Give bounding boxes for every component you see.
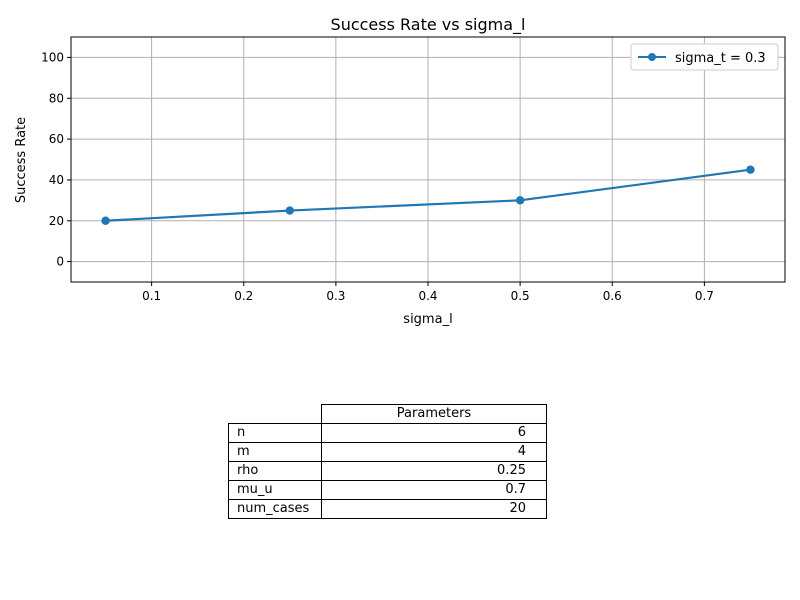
y-axis-label: Success Rate <box>14 117 29 203</box>
table-row-label: num_cases <box>228 499 322 519</box>
x-tick-label: 0.3 <box>326 289 345 303</box>
y-tick-label: 80 <box>49 91 64 105</box>
table-cell-value: 4 <box>321 442 547 462</box>
series-layer <box>101 165 755 225</box>
chart-title: Success Rate vs sigma_l <box>331 15 526 35</box>
parameters-table: Parameters n 6 m 4 rho 0.25 mu_u 0.7 num… <box>228 404 547 519</box>
x-axis-ticks: 0.1 0.2 0.3 0.4 0.5 0.6 0.7 <box>142 282 714 303</box>
table-row-label: rho <box>228 461 322 481</box>
x-tick-label: 0.5 <box>511 289 530 303</box>
x-tick-label: 0.6 <box>603 289 622 303</box>
table-column-header: Parameters <box>321 404 547 424</box>
table-row-label: n <box>228 423 322 443</box>
table-row: num_cases 20 <box>228 499 547 519</box>
y-axis-ticks: 0 20 40 60 80 100 <box>41 50 71 269</box>
table-row: n 6 <box>228 423 547 443</box>
table-header-row: Parameters <box>229 404 547 424</box>
y-tick-label: 60 <box>49 132 64 146</box>
table-cell-value: 6 <box>321 423 547 443</box>
grid-lines <box>71 37 785 282</box>
data-point <box>515 196 525 205</box>
x-tick-label: 0.1 <box>142 289 161 303</box>
y-tick-label: 20 <box>49 214 64 228</box>
data-point <box>101 216 110 225</box>
legend-marker-swatch <box>648 53 656 61</box>
table-row: rho 0.25 <box>228 461 547 481</box>
x-tick-label: 0.7 <box>695 289 714 303</box>
table-corner-blank <box>229 405 322 424</box>
table-row-label: m <box>228 442 322 462</box>
x-tick-label: 0.4 <box>418 289 437 303</box>
data-point <box>746 165 755 174</box>
x-axis-label: sigma_l <box>403 312 452 327</box>
series-line <box>105 168 751 222</box>
legend-box <box>630 43 779 71</box>
line-chart: Success Rate vs sigma_l 0.1 0.2 0.3 0.4 0.5 0… <box>14 15 786 327</box>
legend: sigma_t = 0.3 <box>630 43 779 71</box>
table-row: mu_u 0.7 <box>228 480 547 500</box>
table-row: m 4 <box>228 442 547 462</box>
table-cell-value: 0.7 <box>321 480 547 500</box>
table-row-label: mu_u <box>228 480 322 500</box>
table-cell-value: 20 <box>321 499 547 519</box>
legend-label: sigma_t = 0.3 <box>675 51 766 66</box>
y-tick-label: 40 <box>49 173 64 187</box>
y-tick-label: 0 <box>56 255 64 269</box>
y-tick-label: 100 <box>41 50 64 64</box>
x-tick-label: 0.2 <box>234 289 253 303</box>
table-cell-value: 0.25 <box>321 461 547 481</box>
data-point <box>285 206 295 215</box>
